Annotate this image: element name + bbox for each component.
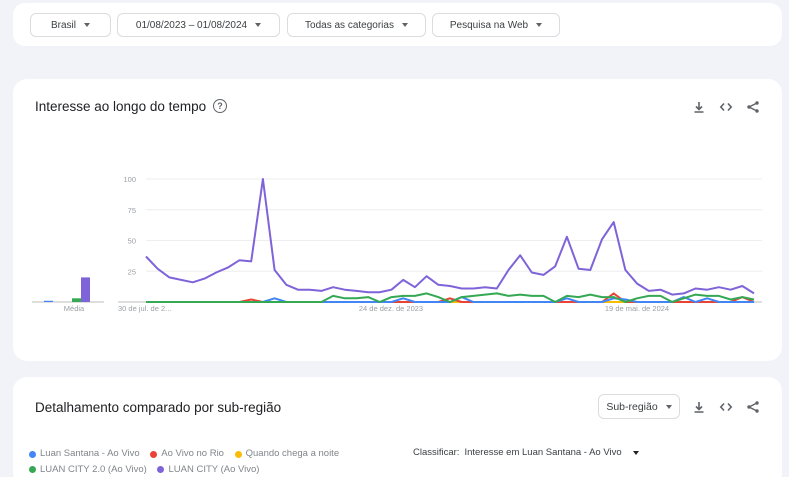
legend-dot-icon — [29, 450, 36, 458]
legend-dot-icon — [234, 450, 242, 458]
svg-text:100: 100 — [123, 175, 136, 184]
x-axis-labels: 30 de jul. de 2... 24 de dez. de 2023 19 d… — [118, 304, 669, 313]
legend-label: LUAN CITY 2.0 (Ao Vivo) — [40, 463, 147, 475]
date-range-label: 01/08/2023 – 01/08/2024 — [135, 19, 248, 31]
chevron-down-icon — [84, 23, 90, 27]
share-icon[interactable] — [744, 98, 762, 116]
chevron-down-icon — [632, 450, 639, 455]
sort-label: Classificar: — [413, 447, 460, 458]
legend-label: Ao Vivo no Rio — [161, 448, 224, 459]
sort-value: Interesse em Luan Santana - Ao Vivo — [464, 447, 622, 458]
legend-label: Quando chega a noite — [245, 448, 340, 459]
chevron-down-icon — [665, 404, 672, 409]
subregion-card — [13, 377, 782, 477]
legend-label: Luan Santana - Ao Vivo — [40, 448, 140, 459]
download-icon[interactable] — [690, 98, 708, 116]
chevron-down-icon — [536, 23, 543, 27]
legend-item[interactable]: Ao Vivo no Rio — [150, 447, 224, 461]
chevron-down-icon — [255, 23, 262, 27]
chart-lines — [145, 178, 755, 303]
region-label: Brasil — [50, 19, 76, 31]
embed-icon[interactable] — [717, 98, 735, 116]
category-label: Todas as categorias — [305, 19, 394, 31]
subregion-title: Detalhamento comparado por sub-região — [35, 400, 282, 415]
interest-over-time-title: Interesse ao longo do tempo — [35, 99, 207, 114]
average-bars: Média — [32, 277, 104, 313]
legend-dot-icon — [157, 466, 165, 473]
chevron-down-icon — [401, 23, 408, 27]
interest-chart[interactable]: Média 25 50 75 100 30 de jul. de 2... 24 de … — [0, 0, 789, 330]
interest-over-time-card — [13, 79, 782, 361]
embed-icon[interactable] — [717, 398, 735, 416]
resolution-select[interactable]: Sub-região — [598, 394, 680, 419]
resolution-label: Sub-região — [606, 400, 658, 413]
legend: Luan Santana - Ao Vivo Ao Vivo no Rio Qu… — [29, 447, 347, 477]
legend-label: LUAN CITY (Ao Vivo) — [168, 463, 260, 475]
legend-item[interactable]: LUAN CITY 2.0 (Ao Vivo) — [29, 463, 147, 477]
date-range-filter[interactable]: 01/08/2023 – 01/08/2024 — [117, 13, 280, 37]
help-icon[interactable]: ? — [213, 99, 227, 113]
legend-item[interactable]: Quando chega a noite — [234, 447, 340, 461]
legend-item[interactable]: Luan Santana - Ao Vivo — [29, 447, 140, 461]
download-icon[interactable] — [690, 398, 708, 416]
share-icon[interactable] — [744, 398, 762, 416]
search-type-filter[interactable]: Pesquisa na Web — [432, 13, 560, 37]
legend-dot-icon — [29, 466, 36, 473]
chart-grid: 25 50 75 100 — [118, 175, 762, 303]
svg-text:24 de dez. de 2023: 24 de dez. de 2023 — [359, 304, 423, 313]
region-filter[interactable]: Brasil — [30, 13, 111, 37]
svg-text:Média: Média — [64, 304, 85, 313]
svg-text:25: 25 — [128, 267, 136, 276]
sort-control[interactable]: Classificar: Interesse em Luan Santana -… — [413, 447, 639, 458]
legend-item[interactable]: LUAN CITY (Ao Vivo) — [157, 463, 259, 477]
svg-text:19 de mai. de 2024: 19 de mai. de 2024 — [605, 304, 669, 313]
svg-text:30 de jul. de 2...: 30 de jul. de 2... — [118, 304, 171, 313]
search-type-label: Pesquisa na Web — [449, 19, 529, 31]
svg-text:75: 75 — [128, 206, 136, 215]
filter-bar: Brasil 01/08/2023 – 01/08/2024 Todas as … — [13, 3, 782, 46]
category-filter[interactable]: Todas as categorias — [287, 13, 426, 37]
legend-dot-icon — [150, 450, 158, 458]
svg-text:50: 50 — [128, 237, 136, 246]
